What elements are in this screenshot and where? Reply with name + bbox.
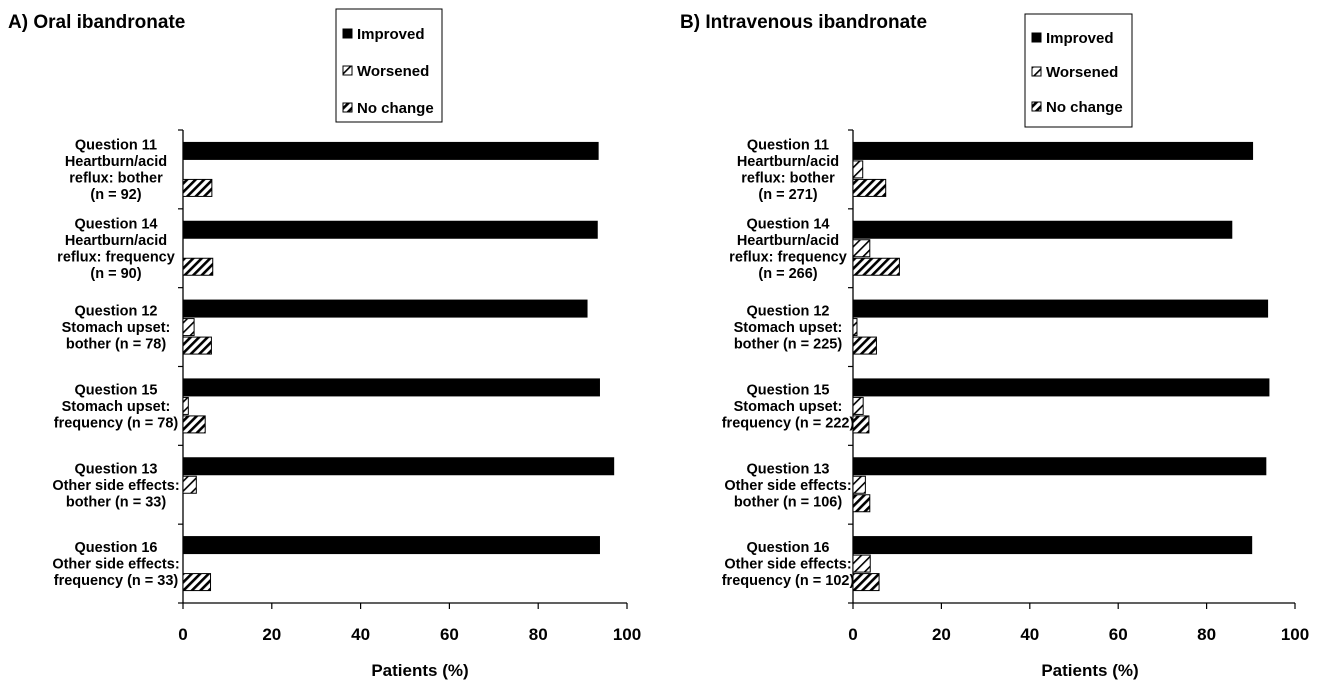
category-label: Question 14 Heartburn/acid reflux: frequen… [729,217,847,283]
category-label: Question 11 Heartburn/acid reflux: bother(… [65,138,167,204]
panel-oral: A) Oral ibandronate Improved Worsened No… [8,8,641,680]
panel-title-oral: A) Oral ibandronate [8,12,185,33]
legend-label-no-change: No change [357,100,434,117]
bar-worsened [852,396,864,415]
legend-swatch-improved [1031,32,1042,43]
legend-box [1024,13,1133,128]
x-tick-label: 60 [1109,625,1128,644]
bar-no-change [182,257,214,276]
legend-oral: Improved Worsened No change [335,8,443,123]
legend-swatch-improved [342,28,353,39]
legend-intravenous: Improved Worsened No change [1024,13,1133,128]
category-label: Question 12 Stomach upset: bother (n = 78) [62,304,171,353]
legend-swatch-no-change [1031,101,1042,112]
category-label: Question 16 Other side effects: frequency … [722,540,855,589]
bar-no-change [852,573,880,592]
bar-no-change [182,573,212,592]
bar-no-change [852,336,877,355]
x-tick-label: 60 [440,625,459,644]
legend-swatch-worsened [1031,66,1042,77]
legend-label-worsened: Worsened [1046,64,1118,81]
bar-no-change [182,336,212,355]
bar-improved [182,378,600,397]
x-tick-label: 0 [848,625,857,644]
x-axis-label-oral: Patients (%) [371,661,468,680]
x-tick-label: 20 [932,625,951,644]
category-label: Question 13 Other side effects: bother (n … [724,461,851,510]
bar-worsened [852,554,871,573]
bar-worsened [852,160,864,179]
bar-worsened [182,318,195,337]
bar-improved [852,299,1269,318]
x-tick-label: 100 [613,625,641,644]
bar-worsened [182,475,197,494]
x-tick-label: 40 [351,625,370,644]
bar-no-change [852,178,887,197]
legend-label-improved: Improved [357,26,425,43]
category-label: Question 15 Stomach upset: frequency (n = … [54,382,179,431]
bar-improved [852,220,1233,239]
legend-label-no-change: No change [1046,99,1123,116]
category-label: Question 13 Other side effects: bother (n … [52,461,179,510]
panel-title-intravenous: B) Intravenous ibandronate [680,12,927,33]
bar-no-change [852,415,870,434]
x-tick-label: 20 [262,625,281,644]
bar-improved [182,220,598,239]
x-tick-label: 80 [529,625,548,644]
bar-improved [852,141,1254,160]
bar-no-change [182,178,213,197]
legend-swatch-no-change [342,102,353,113]
x-tick-label: 100 [1281,625,1309,644]
bar-no-change [852,494,871,513]
bar-worsened [852,318,858,337]
x-tick-label: 40 [1020,625,1039,644]
bar-improved [182,457,615,476]
bar-worsened [182,396,189,415]
bar-improved [852,378,1270,397]
bar-improved [182,536,600,555]
bar-no-change [852,257,900,276]
bar-worsened [852,475,866,494]
bar-improved [852,536,1253,555]
plot-intravenous: 0 20 40 60 80 100 Question 11 Heartburn/acid ref… [722,129,1309,644]
panel-intravenous: B) Intravenous ibandronate Improved Wors… [680,12,1309,680]
category-label: Question 11 Heartburn/acid reflux: bother(… [737,138,839,204]
x-tick-label: 80 [1197,625,1216,644]
bar-improved [182,141,599,160]
bar-worsened [852,239,871,258]
category-label: Question 14 Heartburn/acid reflux: frequen… [57,217,175,283]
x-axis-label-intravenous: Patients (%) [1041,661,1138,680]
legend-swatch-worsened [342,65,353,76]
bar-improved [182,299,588,318]
bar-no-change [182,415,206,434]
category-label: Question 12 Stomach upset: bother (n = 225… [734,304,843,353]
legend-label-worsened: Worsened [357,63,429,80]
bar-improved [852,457,1267,476]
category-label: Question 15 Stomach upset: frequency (n = … [722,382,855,431]
x-tick-label: 0 [178,625,187,644]
category-label: Question 16 Other side effects: frequency … [52,540,179,589]
legend-label-improved: Improved [1046,30,1114,47]
legend-box [335,8,443,123]
plot-oral: 0 20 40 60 80 100 Question 11 Heartburn/acid ref… [52,129,641,644]
